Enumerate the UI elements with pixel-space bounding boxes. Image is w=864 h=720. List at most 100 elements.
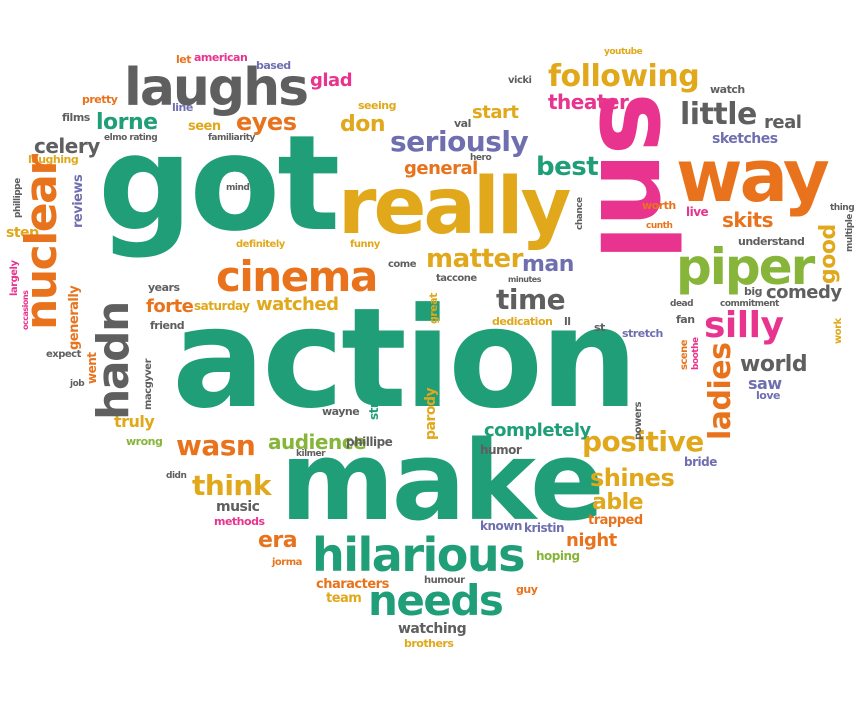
word-watching: watching (398, 621, 467, 637)
word-worth: worth (642, 199, 676, 212)
word-generally: generally (67, 285, 82, 350)
word-scene: scene (679, 339, 690, 370)
word-films: films (62, 111, 90, 124)
word-man: man (522, 252, 574, 277)
word-ll: ll (564, 315, 571, 328)
word-ladies: ladies (703, 342, 738, 441)
word-action: action (172, 278, 638, 439)
word-got: got (98, 107, 340, 261)
word-step: step (6, 225, 39, 241)
word-audience: audience (268, 430, 367, 454)
word-skits: skits (722, 208, 774, 232)
word-general: general (404, 158, 478, 179)
word-elmo-rating: elmo rating (104, 133, 158, 143)
word-known: known (480, 519, 522, 533)
word-minutes: minutes (508, 275, 541, 284)
word-jorma: jorma (272, 557, 302, 568)
word-dead: dead (670, 299, 694, 309)
word-st: st (594, 321, 605, 334)
word-saturday: saturday (194, 299, 250, 313)
word-good: good (816, 224, 841, 284)
word-hoping: hoping (536, 549, 580, 563)
word-laughs: laughs (124, 58, 309, 118)
word-methods: methods (214, 515, 265, 528)
word-world: world (740, 352, 808, 377)
word-shines: shines (590, 464, 675, 492)
word-line: line (172, 101, 193, 114)
word-straight: straight (367, 370, 381, 420)
word-hilarious: hilarious (312, 528, 526, 582)
word-wasn: wasn (176, 429, 256, 462)
word-commitment: commitment (720, 299, 779, 309)
word-way: way (676, 134, 830, 218)
word-brothers: brothers (404, 637, 454, 650)
word-night: night (566, 530, 617, 551)
word-little: little (680, 97, 757, 132)
word-bride: bride (684, 455, 717, 469)
word-love: love (756, 389, 780, 402)
word-come: come (388, 259, 417, 270)
word-start: start (472, 102, 519, 123)
word-youtube: youtube (604, 47, 643, 57)
word-kristin: kristin (524, 521, 565, 535)
word-seen: seen (188, 119, 221, 134)
word-live: live (686, 205, 709, 219)
word-understand: understand (738, 235, 805, 248)
word-real: real (764, 112, 802, 133)
word-reviews: reviews (71, 174, 86, 228)
word-didn: didn (166, 471, 187, 481)
word-team: team (326, 591, 362, 606)
word-sketches: sketches (712, 131, 778, 147)
word-expect: expect (46, 349, 81, 360)
word-silly: silly (704, 305, 784, 346)
word-don: don (340, 112, 386, 137)
word-best: best (536, 152, 599, 182)
word-kilmer: kilmer (296, 449, 326, 459)
word-seriously: seriously (390, 125, 529, 158)
word-chance: chance (575, 197, 585, 230)
word-make: make (280, 417, 605, 545)
word-powers: powers (633, 402, 644, 440)
word-let: let (176, 53, 192, 66)
word-matter: matter (426, 244, 523, 274)
word-cunth: cunth (646, 221, 673, 231)
word-familiarity: familiarity (208, 133, 255, 143)
word-taccone: taccone (436, 273, 477, 284)
word-big: big (744, 285, 763, 298)
word-saw: saw (748, 374, 782, 393)
word-fan: fan (676, 313, 695, 326)
word-following: following (548, 59, 700, 94)
word-wayne: wayne (322, 405, 360, 418)
word-glad: glad (310, 70, 353, 91)
word-years: years (148, 281, 180, 294)
word-work: work (833, 318, 844, 344)
word-snl: snl (576, 92, 699, 258)
word-forte: forte (146, 296, 194, 317)
word-truly: truly (114, 412, 155, 431)
word-celery: celery (34, 134, 100, 158)
word-largely: largely (9, 260, 20, 297)
word-lorne: lorne (96, 110, 158, 135)
word-val: val (454, 117, 471, 130)
word-watched: watched (256, 294, 339, 315)
word-seeing: seeing (358, 99, 396, 112)
word-dedication: dedication (492, 315, 553, 328)
word-great: great (427, 293, 440, 324)
word-stretch: stretch (622, 327, 663, 340)
word-era: era (258, 528, 298, 553)
word-laughing: laughing (28, 153, 79, 166)
word-time: time (496, 283, 566, 316)
word-phillippe: phillippe (13, 178, 23, 218)
word-went: went (85, 352, 99, 384)
word-piper: piper (676, 238, 815, 296)
word-wrong: wrong (126, 435, 163, 448)
word-cinema: cinema (216, 252, 378, 301)
word-friend: friend (150, 319, 185, 332)
word-definitely: definitely (236, 239, 285, 250)
word-multiple: multiple (845, 214, 855, 252)
word-think: think (192, 469, 271, 502)
word-eyes: eyes (236, 108, 297, 136)
word-macgyver: macgyver (143, 358, 154, 410)
word-characters: characters (316, 577, 389, 592)
